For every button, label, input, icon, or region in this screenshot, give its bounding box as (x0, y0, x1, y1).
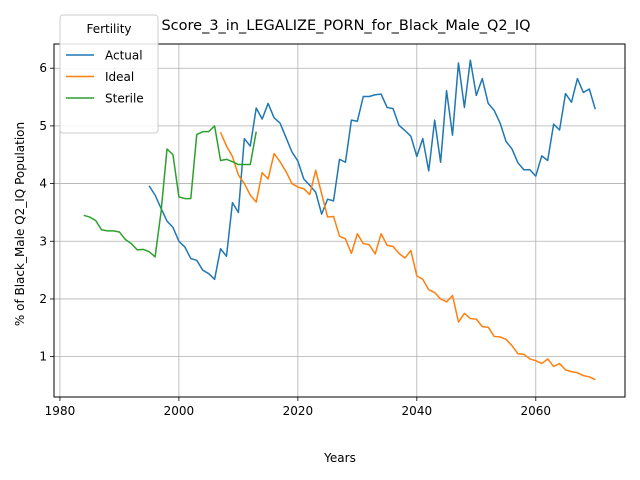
legend-label-sterile: Sterile (105, 92, 144, 106)
x-axis-label: Years (323, 451, 356, 465)
series-line-sterile (83, 125, 257, 258)
x-tick-label: 1980 (45, 404, 76, 418)
y-tick-label: 1 (39, 350, 47, 364)
y-tick-label: 4 (39, 177, 47, 191)
legend-title: Fertility (86, 22, 131, 36)
x-tick-label: 2060 (521, 404, 552, 418)
legend-box (59, 14, 159, 134)
y-tick-label: 6 (39, 61, 47, 75)
y-tick-label: 3 (39, 234, 47, 248)
legend-label-ideal: Ideal (105, 70, 134, 84)
legend-items: Actual Ideal Sterile (66, 49, 144, 106)
y-axis-label: % of Black_Male Q2_IQ Population (13, 122, 27, 326)
y-tick-label: 5 (39, 119, 47, 133)
series-line-actual (148, 59, 596, 281)
plot-area-frame (53, 43, 626, 398)
x-tick-label: 2000 (164, 404, 195, 418)
legend: Fertility Actual Ideal Sterile (59, 14, 159, 134)
axis-ticks: 1980 2000 2020 2040 2060 1 2 3 4 5 6 (39, 61, 551, 418)
chart-title: Score_3_in_LEGALIZE_PORN_for_Black_Male_… (161, 18, 530, 34)
series-line-ideal (219, 131, 596, 381)
x-tick-label: 2040 (402, 404, 433, 418)
y-tick-label: 2 (39, 292, 47, 306)
legend-label-actual: Actual (105, 49, 143, 63)
x-tick-label: 2020 (283, 404, 314, 418)
series-layer (83, 59, 596, 381)
